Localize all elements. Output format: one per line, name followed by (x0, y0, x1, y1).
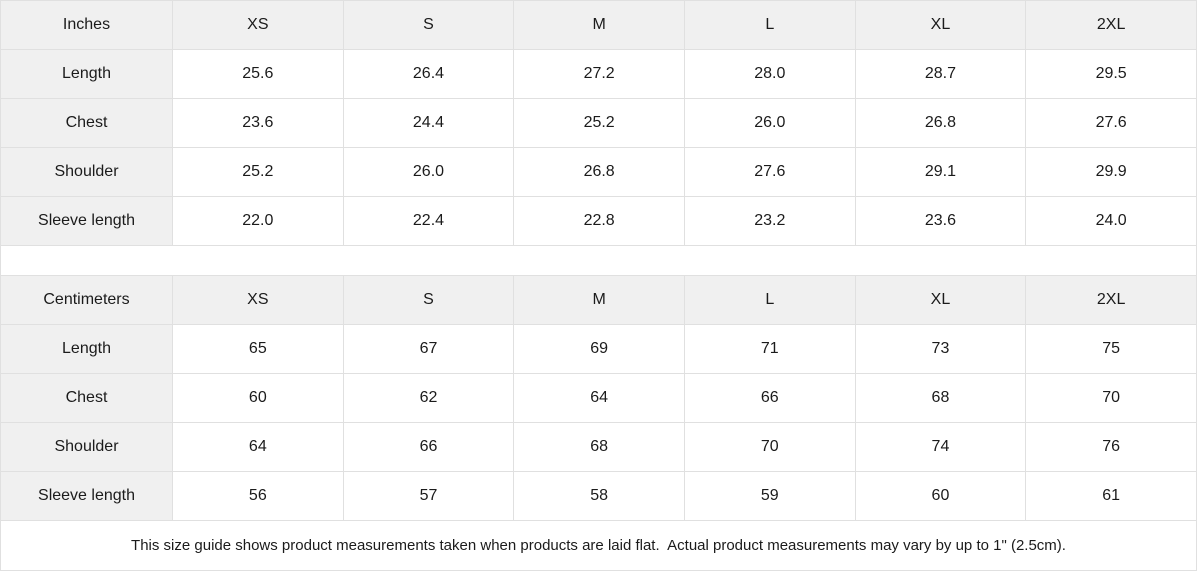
cell: 68 (513, 422, 685, 472)
cell: 71 (683, 324, 856, 374)
cell: 26.8 (854, 98, 1027, 148)
table-row: Sleeve length 56 57 58 59 60 61 (0, 471, 1197, 521)
table-row: Chest 60 62 64 66 68 70 (0, 373, 1197, 423)
cell: 27.6 (683, 147, 856, 197)
cell: 69 (513, 324, 685, 374)
size-header-2xl: 2XL (1025, 0, 1197, 50)
cell: 65 (172, 324, 344, 374)
size-header-l: L (683, 0, 856, 50)
cell: 22.8 (513, 196, 685, 246)
size-header-xs: XS (172, 275, 344, 325)
cell: 61 (1025, 471, 1197, 521)
cell: 23.6 (854, 196, 1027, 246)
table-header-row: Inches XS S M L XL 2XL (0, 0, 1197, 50)
cell: 68 (854, 373, 1027, 423)
cell: 66 (342, 422, 515, 472)
row-label: Sleeve length (0, 196, 173, 246)
cell: 59 (683, 471, 856, 521)
cell: 25.2 (172, 147, 344, 197)
section-gap (0, 246, 1197, 275)
cell: 29.9 (1025, 147, 1197, 197)
cell: 23.6 (172, 98, 344, 148)
cell: 26.8 (513, 147, 685, 197)
table-header-row: Centimeters XS S M L XL 2XL (0, 275, 1197, 325)
cell: 28.0 (683, 49, 856, 99)
size-header-s: S (342, 0, 515, 50)
unit-header-centimeters: Centimeters (0, 275, 173, 325)
row-label: Chest (0, 373, 173, 423)
cell: 24.4 (342, 98, 515, 148)
cell: 25.6 (172, 49, 344, 99)
cell: 23.2 (683, 196, 856, 246)
size-guide-note: This size guide shows product measuremen… (0, 521, 1197, 571)
table-row: Sleeve length 22.0 22.4 22.8 23.2 23.6 2… (0, 196, 1197, 246)
size-header-m: M (513, 0, 685, 50)
cell: 67 (342, 324, 515, 374)
size-header-2xl: 2XL (1025, 275, 1197, 325)
cell: 62 (342, 373, 515, 423)
row-label: Shoulder (0, 147, 173, 197)
cell: 22.4 (342, 196, 515, 246)
cell: 64 (172, 422, 344, 472)
cell: 57 (342, 471, 515, 521)
cell: 75 (1025, 324, 1197, 374)
row-label: Chest (0, 98, 173, 148)
centimeters-table: Centimeters XS S M L XL 2XL Length 65 67… (0, 275, 1197, 521)
size-header-xl: XL (854, 275, 1027, 325)
cell: 25.2 (513, 98, 685, 148)
cell: 26.4 (342, 49, 515, 99)
cell: 58 (513, 471, 685, 521)
cell: 26.0 (342, 147, 515, 197)
table-row: Chest 23.6 24.4 25.2 26.0 26.8 27.6 (0, 98, 1197, 148)
cell: 56 (172, 471, 344, 521)
cell: 22.0 (172, 196, 344, 246)
row-label: Shoulder (0, 422, 173, 472)
size-header-xl: XL (854, 0, 1027, 50)
table-row: Length 65 67 69 71 73 75 (0, 324, 1197, 374)
cell: 70 (1025, 373, 1197, 423)
cell: 29.5 (1025, 49, 1197, 99)
cell: 66 (683, 373, 856, 423)
table-row: Length 25.6 26.4 27.2 28.0 28.7 29.5 (0, 49, 1197, 99)
cell: 73 (854, 324, 1027, 374)
cell: 60 (854, 471, 1027, 521)
cell: 60 (172, 373, 344, 423)
cell: 70 (683, 422, 856, 472)
cell: 29.1 (854, 147, 1027, 197)
size-header-m: M (513, 275, 685, 325)
cell: 74 (854, 422, 1027, 472)
cell: 64 (513, 373, 685, 423)
cell: 27.6 (1025, 98, 1197, 148)
size-header-s: S (342, 275, 515, 325)
cell: 27.2 (513, 49, 685, 99)
size-header-l: L (683, 275, 856, 325)
cell: 28.7 (854, 49, 1027, 99)
size-header-xs: XS (172, 0, 344, 50)
inches-table: Inches XS S M L XL 2XL Length 25.6 26.4 … (0, 0, 1197, 246)
cell: 26.0 (683, 98, 856, 148)
table-row: Shoulder 25.2 26.0 26.8 27.6 29.1 29.9 (0, 147, 1197, 197)
row-label: Length (0, 49, 173, 99)
row-label: Length (0, 324, 173, 374)
cell: 24.0 (1025, 196, 1197, 246)
table-row: Shoulder 64 66 68 70 74 76 (0, 422, 1197, 472)
unit-header-inches: Inches (0, 0, 173, 50)
row-label: Sleeve length (0, 471, 173, 521)
cell: 76 (1025, 422, 1197, 472)
